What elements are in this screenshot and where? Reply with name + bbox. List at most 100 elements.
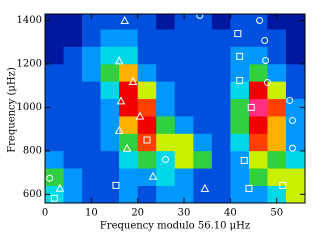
- heatmap-cell: [230, 46, 250, 65]
- heatmap-cell: [267, 150, 287, 169]
- square-marker: [245, 184, 253, 192]
- heatmap-cell: [63, 29, 83, 47]
- heatmap-cell: [267, 29, 287, 47]
- heatmap-cell: [285, 46, 306, 65]
- heatmap-cell: [211, 81, 231, 100]
- heatmap-cell: [211, 185, 231, 204]
- y-tick-label: 1200: [17, 58, 42, 69]
- x-tick-label: 30: [178, 208, 191, 219]
- heatmap-cell: [248, 98, 268, 117]
- heatmap-cell: [82, 116, 101, 134]
- heatmap-cell: [63, 133, 83, 152]
- heatmap-cell: [230, 168, 250, 186]
- x-tick-label: 20: [131, 208, 144, 219]
- heatmap-cell: [230, 150, 250, 169]
- circle-marker: [288, 144, 296, 152]
- heatmap-cell: [248, 46, 268, 65]
- heatmap-cell: [45, 168, 64, 186]
- heatmap-cell: [230, 116, 250, 134]
- heatmap-cell: [230, 14, 250, 30]
- plot-area: [45, 12, 306, 204]
- heatmap-cell: [285, 81, 306, 100]
- heatmap-cell: [267, 185, 287, 204]
- y-tick-label: 800: [23, 145, 42, 156]
- heatmap-cell: [156, 116, 176, 134]
- heatmap-cell: [267, 133, 287, 152]
- heatmap-cell: [193, 63, 213, 82]
- heatmap-cell: [211, 46, 231, 65]
- heatmap-cell: [137, 14, 157, 30]
- heatmap-cell: [230, 185, 250, 204]
- heatmap-cell: [230, 98, 250, 117]
- heatmap-cell: [100, 29, 120, 47]
- heatmap-cell: [267, 46, 287, 65]
- heatmap-cell: [63, 14, 83, 30]
- heatmap-cell: [156, 185, 176, 204]
- heatmap-cell: [248, 185, 268, 204]
- heatmap-cell: [248, 29, 268, 47]
- x-tick-label: 0: [42, 208, 48, 219]
- heatmap-cell: [63, 46, 83, 65]
- heatmap-cell: [100, 150, 120, 169]
- heatmap-cell: [119, 116, 138, 134]
- heatmap-cell: [156, 29, 176, 47]
- triangle-marker: [200, 183, 210, 192]
- heatmap-cell: [156, 63, 176, 82]
- heatmap-cell: [248, 14, 268, 30]
- heatmap-cell: [174, 116, 194, 134]
- heatmap-cell: [100, 133, 120, 152]
- heatmap-cell: [248, 150, 268, 169]
- heatmap-cell: [211, 116, 231, 134]
- heatmap-cell: [174, 46, 194, 65]
- circle-marker: [286, 96, 294, 104]
- square-marker: [112, 181, 120, 189]
- heatmap-cell: [248, 168, 268, 186]
- heatmap-cell: [137, 81, 157, 100]
- heatmap-cell: [137, 168, 157, 186]
- heatmap-cell: [285, 168, 306, 186]
- square-marker: [247, 103, 255, 111]
- heatmap-cell: [137, 185, 157, 204]
- heatmap-cell: [285, 29, 306, 47]
- heatmap-cell: [193, 168, 213, 186]
- heatmap-cell: [156, 81, 176, 100]
- heatmap-cell: [193, 81, 213, 100]
- heatmap-cell: [211, 14, 231, 30]
- heatmap-cell: [211, 168, 231, 186]
- heatmap-cell: [63, 63, 83, 82]
- heatmap-cell: [174, 81, 194, 100]
- heatmap-cell: [100, 14, 120, 30]
- heatmap-cell: [82, 168, 101, 186]
- heatmap-cell: [100, 63, 120, 82]
- x-axis-label: Frequency modulo 56.10 μHz: [100, 221, 250, 232]
- circle-marker: [256, 17, 264, 25]
- square-marker: [234, 30, 242, 38]
- heatmap-cell: [63, 150, 83, 169]
- heatmap-cell: [45, 81, 64, 100]
- x-tick-label: 50: [270, 208, 283, 219]
- heatmap-cell: [119, 185, 138, 204]
- triangle-marker: [122, 143, 132, 152]
- triangle-marker: [114, 56, 124, 65]
- heatmap-cell: [174, 185, 194, 204]
- heatmap-cell: [211, 29, 231, 47]
- heatmap-cell: [156, 46, 176, 65]
- heatmap-cell: [82, 133, 101, 152]
- heatmap-cell: [45, 185, 64, 204]
- heatmap-cell: [230, 29, 250, 47]
- heatmap-cell: [211, 150, 231, 169]
- heatmap-cell: [156, 14, 176, 30]
- heatmap-cell: [100, 46, 120, 65]
- heatmap-cell: [174, 63, 194, 82]
- square-marker: [50, 194, 58, 202]
- heatmap-cell: [285, 150, 306, 169]
- heatmap-cell: [174, 133, 194, 152]
- heatmap-cell: [45, 133, 64, 152]
- square-marker: [236, 76, 244, 84]
- heatmap-cell: [45, 98, 64, 117]
- plot-frame: [44, 13, 306, 204]
- heatmap-cell: [100, 185, 120, 204]
- heatmap-cell: [248, 133, 268, 152]
- heatmap-cell: [211, 63, 231, 82]
